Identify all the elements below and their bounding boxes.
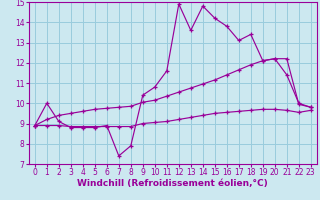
X-axis label: Windchill (Refroidissement éolien,°C): Windchill (Refroidissement éolien,°C) [77,179,268,188]
